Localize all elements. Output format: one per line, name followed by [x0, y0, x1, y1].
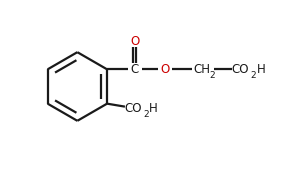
Text: 2: 2: [143, 110, 149, 119]
Text: CO: CO: [124, 102, 141, 115]
Text: CO: CO: [231, 63, 249, 76]
Text: C: C: [131, 63, 139, 76]
Text: O: O: [130, 35, 139, 48]
Text: H: H: [256, 63, 265, 76]
Text: O: O: [160, 63, 169, 76]
Text: H: H: [149, 102, 158, 115]
Text: CH: CH: [194, 63, 211, 76]
Text: 2: 2: [209, 71, 215, 80]
Text: 2: 2: [250, 71, 256, 80]
